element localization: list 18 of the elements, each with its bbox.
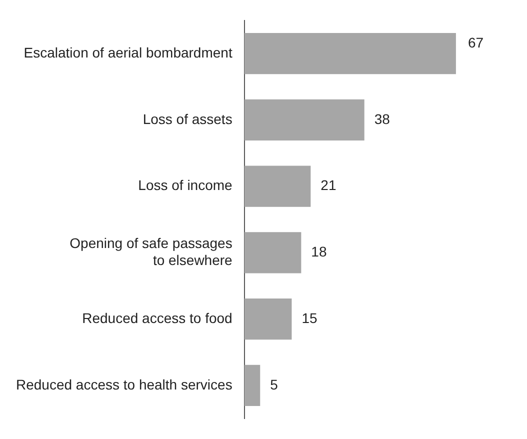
bar: [244, 99, 364, 141]
y-tick-label: Escalation of aerial bombardment: [24, 44, 232, 60]
y-tick-label: Opening of safe passages to elsewhere: [70, 235, 233, 268]
y-tick-label: Reduced access to food: [82, 310, 232, 326]
data-label: 67: [468, 34, 484, 50]
data-label: 18: [311, 244, 327, 260]
data-label: 5: [270, 376, 278, 392]
bar: [244, 33, 456, 74]
data-label: 38: [374, 110, 390, 127]
bar: [244, 232, 302, 274]
y-tick-label: Loss of assets: [142, 110, 232, 127]
bar: [244, 364, 260, 406]
y-tick-label: Reduced access to health services: [16, 376, 232, 392]
bar: [244, 166, 311, 207]
data-label: 21: [320, 177, 336, 194]
data-label: 15: [302, 310, 318, 326]
y-tick-label: Loss of income: [138, 177, 233, 194]
bar: [244, 298, 292, 340]
